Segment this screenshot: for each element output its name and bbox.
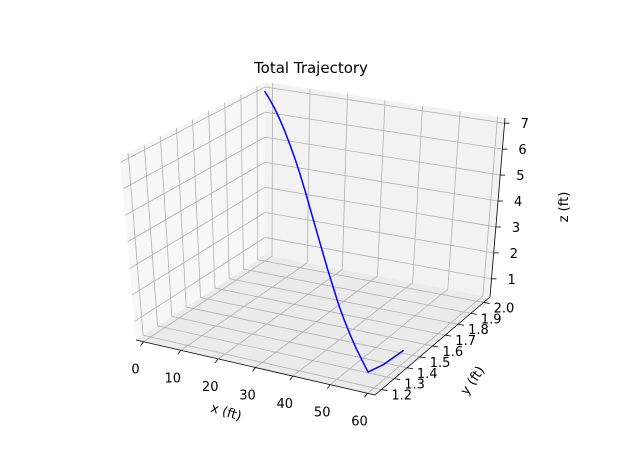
z-grid-left [129,186,266,269]
z-grid-left [124,136,266,216]
x-grid-back [306,88,311,263]
z-grid-left [134,237,266,322]
y-tick-mark [419,356,426,359]
y-grid-left [127,152,144,336]
y-grid-left [159,136,173,317]
y-grid-floor [214,287,446,336]
y-tick-label: 1.9 [481,312,502,327]
y-grid-left [143,144,158,326]
y-grid-floor [143,334,382,390]
x-grid-back [377,99,386,277]
z-tick-label: 5 [516,169,524,184]
z-grid-back [264,211,494,254]
z-grid-back [264,111,503,150]
y-grid-left [175,127,187,307]
x-axis-label: x (ft) [209,401,243,425]
z-tick-label: 4 [514,195,522,210]
x-tick-mark [289,375,294,381]
y-tick-label: 1.7 [455,334,476,349]
y-grid-floor [186,306,420,358]
trajectory-line [263,90,405,373]
x-tick-label: 50 [314,406,331,421]
x-tick-label: 20 [202,380,219,395]
y-grid-left [256,86,259,260]
z-tick-label: 3 [512,221,520,236]
z-axis-line [489,117,506,298]
z-grid-back [264,161,499,202]
chart-series [263,90,405,373]
x-tick-label: 30 [239,389,256,404]
y-axis-label: y (ft) [458,364,488,398]
y-grid-floor [243,268,471,314]
y-tick-label: 1.2 [391,389,412,404]
z-grid-back [264,186,496,228]
y-tick-mark [483,302,490,304]
y-tick-label: 1.4 [417,367,438,382]
y-grid-floor [157,325,395,380]
y-tick-mark [445,334,452,337]
z-grid-back [264,86,505,124]
x-grid-back [412,105,423,283]
y-grid-floor [200,297,433,347]
z-tick-label: 6 [518,143,526,158]
x-tick-mark [364,393,368,398]
z-grid-back [264,237,492,280]
x-tick-mark [140,341,144,346]
x-tick-label: 60 [351,414,368,429]
z-tick-label: 7 [521,117,529,132]
z-grid-left [120,86,266,163]
z-grid-left [122,111,266,190]
z-axis-label: z (ft) [557,192,572,223]
x-tick-mark [177,350,182,355]
y-tick-label: 1.6 [443,345,464,360]
x-tick-label: 10 [165,371,182,386]
y-grid-left [208,111,216,289]
x-grid-back [341,94,348,270]
chart-title: Total Trajectory [253,59,368,77]
chart-grid [120,83,505,394]
back-pane [265,82,505,297]
y-tick-label: 1.3 [404,378,425,393]
x-tick-label: 0 [131,363,139,378]
y-tick-label: 1.5 [430,356,451,371]
y-tick-mark [381,389,388,391]
z-grid-left [127,161,266,243]
chart-ticks: 0 10 20 30 40 50 60 1.21.31.41.51.61.71.81.92.0… [131,117,529,429]
z-tick-label: 1 [508,273,516,288]
y-grid-left [192,119,201,298]
x-grid-back [447,111,461,290]
y-grid-left [240,94,244,270]
y-tick-mark [457,323,465,326]
y-tick-mark [432,345,439,348]
z-grid-back [264,136,501,176]
z-grid-left [131,212,266,296]
x-tick-mark [326,384,331,389]
y-tick-mark [394,378,401,381]
y-grid-floor [171,315,408,369]
y-tick-label: 2.0 [494,301,515,316]
x-tick-mark [214,358,219,364]
y-tick-mark [406,367,414,370]
x-tick-label: 40 [277,397,294,412]
x-grid-back [482,116,498,296]
z-tick-label: 2 [510,247,518,262]
x-tick-mark [252,367,256,372]
y-grid-floor [229,278,459,325]
y-tick-label: 1.8 [468,323,489,338]
y-tick-mark [470,312,477,315]
y-grid-left [224,102,230,279]
y-grid-floor [257,259,484,303]
